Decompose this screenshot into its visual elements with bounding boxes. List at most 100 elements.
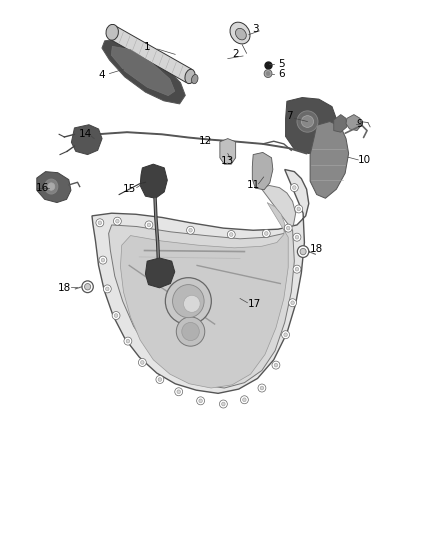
Text: 16: 16 xyxy=(36,183,49,192)
Ellipse shape xyxy=(265,231,268,235)
Ellipse shape xyxy=(185,69,195,84)
Polygon shape xyxy=(37,172,71,203)
Ellipse shape xyxy=(101,258,105,262)
Text: 5: 5 xyxy=(278,59,285,69)
Ellipse shape xyxy=(48,183,55,190)
Ellipse shape xyxy=(191,75,198,84)
Ellipse shape xyxy=(291,301,294,305)
Ellipse shape xyxy=(230,22,250,44)
Ellipse shape xyxy=(222,402,225,406)
Ellipse shape xyxy=(293,186,296,189)
Ellipse shape xyxy=(295,268,299,271)
Text: 13: 13 xyxy=(221,156,234,166)
Ellipse shape xyxy=(184,295,200,312)
Ellipse shape xyxy=(158,377,162,382)
Text: 4: 4 xyxy=(98,70,105,79)
Text: 10: 10 xyxy=(358,155,371,165)
Ellipse shape xyxy=(219,400,227,408)
Text: 6: 6 xyxy=(278,69,285,78)
Ellipse shape xyxy=(297,207,300,211)
Ellipse shape xyxy=(293,233,301,241)
Polygon shape xyxy=(71,125,102,155)
Polygon shape xyxy=(102,39,185,104)
Ellipse shape xyxy=(96,219,104,227)
Ellipse shape xyxy=(45,179,58,194)
Ellipse shape xyxy=(166,278,211,325)
Polygon shape xyxy=(111,46,175,96)
Ellipse shape xyxy=(173,285,204,318)
Text: 15: 15 xyxy=(123,184,136,194)
Polygon shape xyxy=(252,152,273,190)
Text: 1: 1 xyxy=(143,42,150,52)
Ellipse shape xyxy=(284,333,287,337)
Ellipse shape xyxy=(116,220,119,223)
Ellipse shape xyxy=(264,70,272,78)
Ellipse shape xyxy=(258,384,266,392)
Ellipse shape xyxy=(301,116,314,127)
Text: 3: 3 xyxy=(252,25,259,34)
Ellipse shape xyxy=(147,223,151,227)
Text: 14: 14 xyxy=(79,130,92,139)
Ellipse shape xyxy=(145,221,153,229)
Ellipse shape xyxy=(236,28,246,40)
Ellipse shape xyxy=(290,183,298,191)
Ellipse shape xyxy=(182,322,199,341)
Ellipse shape xyxy=(272,361,280,369)
Ellipse shape xyxy=(300,248,306,255)
Polygon shape xyxy=(310,122,349,198)
Polygon shape xyxy=(111,26,191,83)
Ellipse shape xyxy=(227,230,235,239)
Ellipse shape xyxy=(175,388,183,395)
Ellipse shape xyxy=(284,224,292,232)
Polygon shape xyxy=(334,115,347,132)
Ellipse shape xyxy=(230,232,233,237)
Ellipse shape xyxy=(177,390,180,393)
Ellipse shape xyxy=(106,287,109,291)
Ellipse shape xyxy=(99,256,107,264)
Ellipse shape xyxy=(98,221,102,225)
Ellipse shape xyxy=(176,317,205,346)
Ellipse shape xyxy=(112,311,120,320)
Ellipse shape xyxy=(293,265,301,273)
Ellipse shape xyxy=(282,330,290,339)
Polygon shape xyxy=(140,164,167,198)
Ellipse shape xyxy=(189,229,192,232)
Ellipse shape xyxy=(243,398,246,402)
Ellipse shape xyxy=(197,397,205,405)
Ellipse shape xyxy=(124,337,132,345)
Ellipse shape xyxy=(286,227,290,230)
Polygon shape xyxy=(92,169,309,393)
Ellipse shape xyxy=(187,227,194,235)
Text: 18: 18 xyxy=(310,245,323,254)
Ellipse shape xyxy=(295,205,303,213)
Text: 7: 7 xyxy=(286,111,293,121)
Polygon shape xyxy=(109,185,296,388)
Ellipse shape xyxy=(106,25,118,40)
Ellipse shape xyxy=(295,236,299,239)
Text: 9: 9 xyxy=(357,119,364,128)
Ellipse shape xyxy=(82,281,93,293)
Ellipse shape xyxy=(262,229,270,237)
Text: 18: 18 xyxy=(58,283,71,293)
Ellipse shape xyxy=(266,71,270,76)
Ellipse shape xyxy=(103,285,111,293)
Ellipse shape xyxy=(289,298,297,307)
Ellipse shape xyxy=(260,386,264,390)
Text: 17: 17 xyxy=(248,299,261,309)
Ellipse shape xyxy=(141,360,144,365)
Ellipse shape xyxy=(85,284,91,290)
Polygon shape xyxy=(286,98,336,154)
Text: 11: 11 xyxy=(247,181,260,190)
Ellipse shape xyxy=(297,111,318,132)
Text: 12: 12 xyxy=(198,136,212,146)
Ellipse shape xyxy=(199,399,202,403)
Ellipse shape xyxy=(156,375,164,384)
Ellipse shape xyxy=(240,395,248,404)
Ellipse shape xyxy=(126,340,130,343)
Polygon shape xyxy=(145,258,175,288)
Ellipse shape xyxy=(113,217,121,225)
Ellipse shape xyxy=(114,313,118,317)
Polygon shape xyxy=(120,203,288,388)
Text: 2: 2 xyxy=(232,50,239,59)
Ellipse shape xyxy=(274,364,278,367)
